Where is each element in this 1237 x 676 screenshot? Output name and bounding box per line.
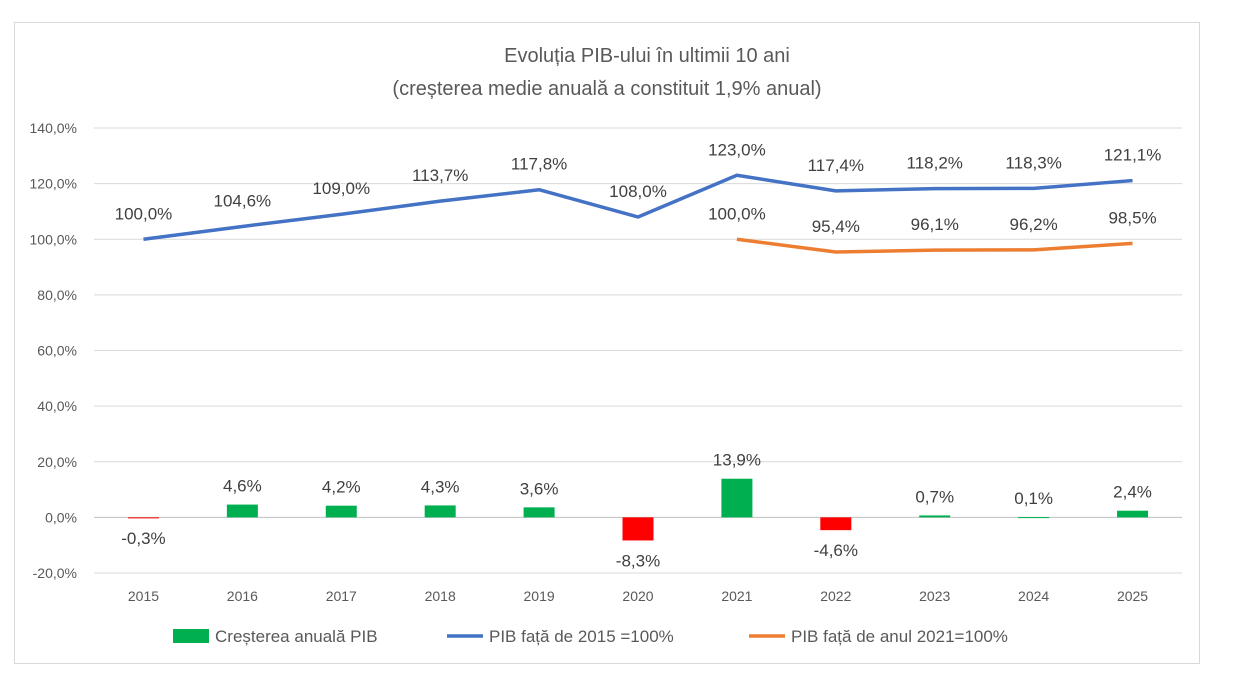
bar-data-label: 0,7%	[915, 487, 954, 506]
bar	[820, 517, 852, 531]
x-tick-label: 2019	[524, 588, 555, 604]
y-tick-label: 120,0%	[30, 176, 77, 192]
y-tick-label: -20,0%	[33, 565, 77, 581]
y-tick-label: 20,0%	[37, 454, 77, 470]
chart-subtitle: (creșterea medie anuală a constituit 1,9…	[392, 78, 821, 100]
line-data-label: 118,2%	[907, 154, 963, 173]
line-1	[143, 173, 1133, 241]
bar	[1117, 510, 1149, 518]
line-data-label: 113,7%	[412, 166, 468, 185]
bar	[127, 517, 159, 519]
bar	[523, 507, 555, 518]
bar-data-label: 4,6%	[223, 477, 262, 496]
line-data-label: 123,0%	[708, 140, 766, 159]
line-data-label: 121,1%	[1104, 146, 1162, 165]
line-data-label: 100,0%	[115, 204, 173, 223]
y-tick-label: 40,0%	[37, 398, 77, 414]
gridlines	[94, 127, 1182, 574]
line-data-label: 118,3%	[1005, 153, 1061, 172]
y-tick-label: 0,0%	[45, 509, 77, 525]
bar	[721, 478, 753, 518]
legend: Creșterea anuală PIB PIB față de 2015 =10…	[173, 627, 1008, 646]
bar	[226, 504, 258, 518]
bar	[325, 505, 357, 518]
line-data-label: 96,2%	[1010, 215, 1058, 234]
x-tick-label: 2024	[1018, 588, 1049, 604]
data-labels: -0,3% 4,6% 4,2% 4,3% 3,6% -8,3% 13,9% -4,6% 0,7%…	[115, 140, 1162, 570]
line-data-label: 104,6%	[214, 191, 272, 210]
line-2	[736, 237, 1133, 254]
line-data-label: 95,4%	[812, 217, 860, 236]
chart-frame	[14, 22, 1200, 664]
x-tick-label: 2018	[425, 588, 456, 604]
y-tick-label: 140,0%	[30, 120, 77, 136]
y-tick-label: 100,0%	[30, 231, 77, 247]
bar-data-label: 2,4%	[1113, 483, 1152, 502]
x-axis: 2015 2016 2017 2018 2019 2020 2021 2022 2023 2024…	[128, 588, 1148, 604]
bar-data-label: 4,3%	[421, 477, 460, 496]
bar-series	[127, 478, 1149, 541]
line-series	[143, 173, 1133, 254]
line-data-label: 98,5%	[1108, 208, 1156, 227]
line-data-label: 100,0%	[708, 204, 766, 223]
legend-label: Creșterea anuală PIB	[215, 627, 378, 646]
y-tick-label: 80,0%	[37, 287, 77, 303]
line-data-label: 96,1%	[911, 215, 959, 234]
bar-data-label: -8,3%	[616, 551, 660, 570]
bar-data-label: 3,6%	[520, 479, 559, 498]
legend-swatch	[173, 629, 209, 643]
bar	[424, 505, 456, 518]
line-data-label: 109,0%	[312, 179, 370, 198]
x-tick-label: 2022	[820, 588, 851, 604]
bar	[1018, 517, 1050, 519]
legend-label: PIB față de 2015 =100%	[489, 627, 674, 646]
y-axis: -20,0% 0,0% 20,0% 40,0% 60,0% 80,0% 100,0% 120,…	[30, 120, 77, 581]
x-tick-label: 2015	[128, 588, 159, 604]
x-tick-label: 2020	[622, 588, 653, 604]
bar-data-label: 4,2%	[322, 478, 361, 497]
line-data-label: 117,8%	[511, 155, 567, 174]
bar-data-label: -4,6%	[814, 541, 858, 560]
bar	[919, 515, 951, 518]
bar-data-label: 13,9%	[713, 451, 761, 470]
x-tick-label: 2016	[227, 588, 258, 604]
x-tick-label: 2017	[326, 588, 357, 604]
chart-title: Evoluția PIB-ului în ultimii 10 ani	[504, 45, 790, 67]
x-tick-label: 2023	[919, 588, 950, 604]
bar	[622, 517, 654, 541]
legend-label: PIB față de anul 2021=100%	[791, 627, 1008, 646]
line-data-label: 108,0%	[609, 182, 667, 201]
x-tick-label: 2021	[721, 588, 752, 604]
line-data-label: 117,4%	[808, 156, 864, 175]
bar-data-label: 0,1%	[1014, 489, 1053, 508]
bar-data-label: -0,3%	[121, 529, 165, 548]
x-tick-label: 2025	[1117, 588, 1148, 604]
y-tick-label: 60,0%	[37, 343, 77, 359]
